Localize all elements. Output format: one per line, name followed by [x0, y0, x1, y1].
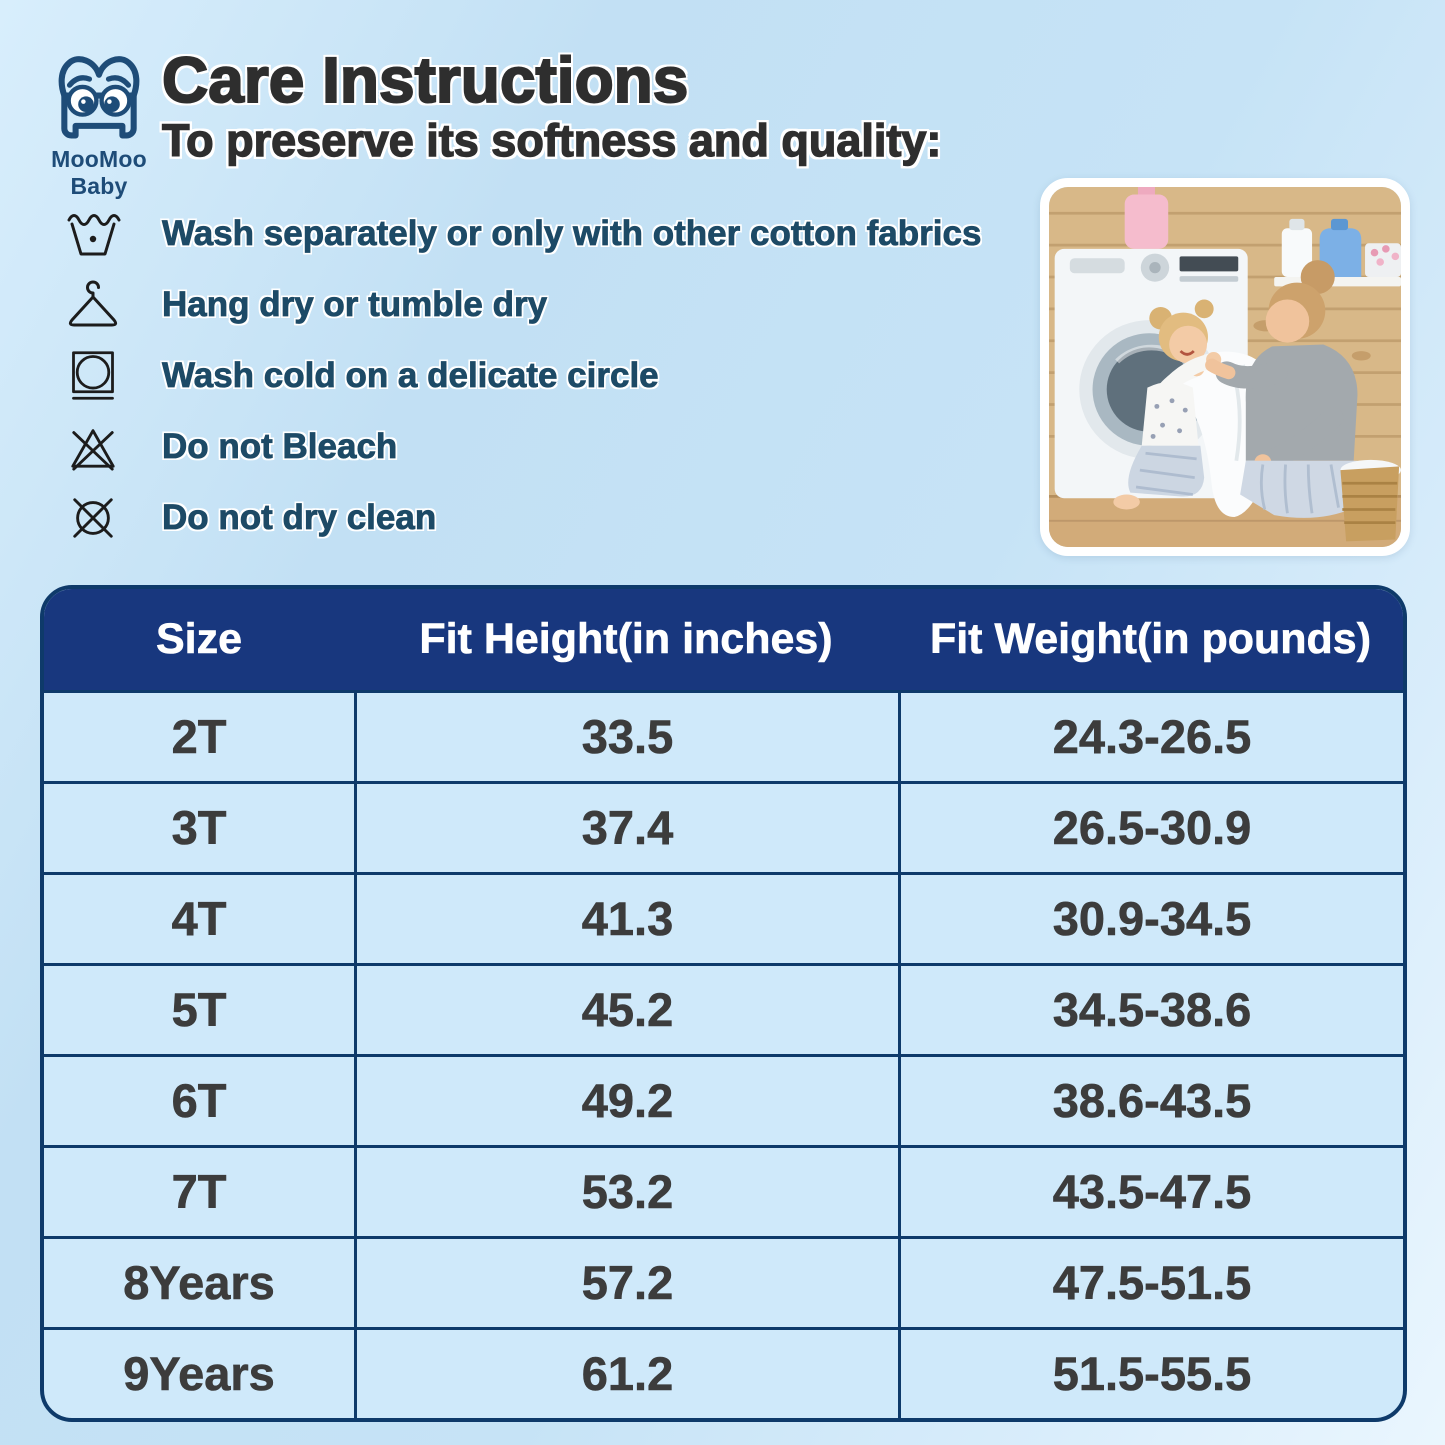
- table-row: 3T 37.4 26.5-30.9: [44, 781, 1403, 872]
- care-item-label: Wash cold on a delicate circle: [162, 356, 659, 396]
- care-item-no-dry-clean: Do not dry clean: [58, 494, 1048, 542]
- cell-size: 2T: [171, 710, 227, 764]
- cell-size: 4T: [171, 892, 227, 946]
- hanger-icon: [58, 280, 128, 330]
- care-item-no-bleach: Do not Bleach: [58, 423, 1048, 471]
- table-row: 4T 41.3 30.9-34.5: [44, 872, 1403, 963]
- table-row: 5T 45.2 34.5-38.6: [44, 963, 1403, 1054]
- cell-size: 6T: [171, 1074, 227, 1128]
- cell-height: 45.2: [354, 966, 898, 1054]
- table-row: 7T 53.2 43.5-47.5: [44, 1145, 1403, 1236]
- cell-weight: 34.5-38.6: [898, 966, 1403, 1054]
- table-row: 8Years 57.2 47.5-51.5: [44, 1236, 1403, 1327]
- column-header-size: Size: [155, 615, 243, 664]
- size-chart-table: Size Fit Height(in inches) Fit Weight(in…: [40, 585, 1407, 1422]
- cell-weight: 26.5-30.9: [898, 784, 1403, 872]
- cell-weight: 38.6-43.5: [898, 1057, 1403, 1145]
- care-item-wash-separately: Wash separately or only with other cotto…: [58, 210, 1048, 258]
- cell-height: 57.2: [354, 1239, 898, 1327]
- care-instructions-list: Wash separately or only with other cotto…: [58, 210, 1048, 542]
- cell-size: 5T: [171, 983, 227, 1037]
- table-row: 9Years 61.2 51.5-55.5: [44, 1327, 1403, 1418]
- delicate-cycle-icon: [58, 349, 128, 403]
- do-not-dry-clean-icon: [58, 493, 128, 543]
- cell-height: 33.5: [354, 693, 898, 781]
- care-item-label: Hang dry or tumble dry: [162, 285, 548, 325]
- column-header-height: Fit Height(in inches): [419, 615, 833, 664]
- owl-logo-icon: [58, 56, 140, 139]
- cell-weight: 43.5-47.5: [898, 1148, 1403, 1236]
- cell-weight: 51.5-55.5: [898, 1330, 1403, 1418]
- cell-height: 49.2: [354, 1057, 898, 1145]
- cell-weight: 30.9-34.5: [898, 875, 1403, 963]
- wash-tub-icon: [58, 209, 128, 259]
- table-row: 6T 49.2 38.6-43.5: [44, 1054, 1403, 1145]
- cell-size: 3T: [171, 801, 227, 855]
- cell-size: 9Years: [123, 1347, 275, 1401]
- care-item-label: Wash separately or only with other cotto…: [162, 214, 982, 254]
- cell-height: 37.4: [354, 784, 898, 872]
- page-subtitle: To preserve its softness and quality:: [161, 115, 942, 166]
- column-header-weight: Fit Weight(in pounds): [929, 615, 1372, 664]
- cell-size: 7T: [171, 1165, 227, 1219]
- cell-height: 41.3: [354, 875, 898, 963]
- do-not-bleach-icon: [58, 422, 128, 472]
- cell-height: 61.2: [354, 1330, 898, 1418]
- cell-height: 53.2: [354, 1148, 898, 1236]
- cell-weight: 24.3-26.5: [898, 693, 1403, 781]
- cell-size: 8Years: [123, 1256, 275, 1310]
- laundry-photo: [1040, 178, 1410, 556]
- care-item-hang-dry: Hang dry or tumble dry: [58, 280, 1048, 330]
- laundry-photo-illustration: [1049, 187, 1401, 547]
- table-row: 2T 33.5 24.3-26.5: [44, 690, 1403, 781]
- care-item-label: Do not Bleach: [162, 427, 398, 467]
- brand-logo: MooMoo Baby: [30, 50, 168, 200]
- page-title: Care Instructions: [161, 44, 689, 116]
- size-chart-header-row: Size Fit Height(in inches) Fit Weight(in…: [44, 589, 1403, 690]
- care-item-label: Do not dry clean: [162, 498, 437, 538]
- care-item-wash-cold: Wash cold on a delicate circle: [58, 349, 1048, 403]
- cell-weight: 47.5-51.5: [898, 1239, 1403, 1327]
- brand-name: MooMoo Baby: [51, 146, 147, 199]
